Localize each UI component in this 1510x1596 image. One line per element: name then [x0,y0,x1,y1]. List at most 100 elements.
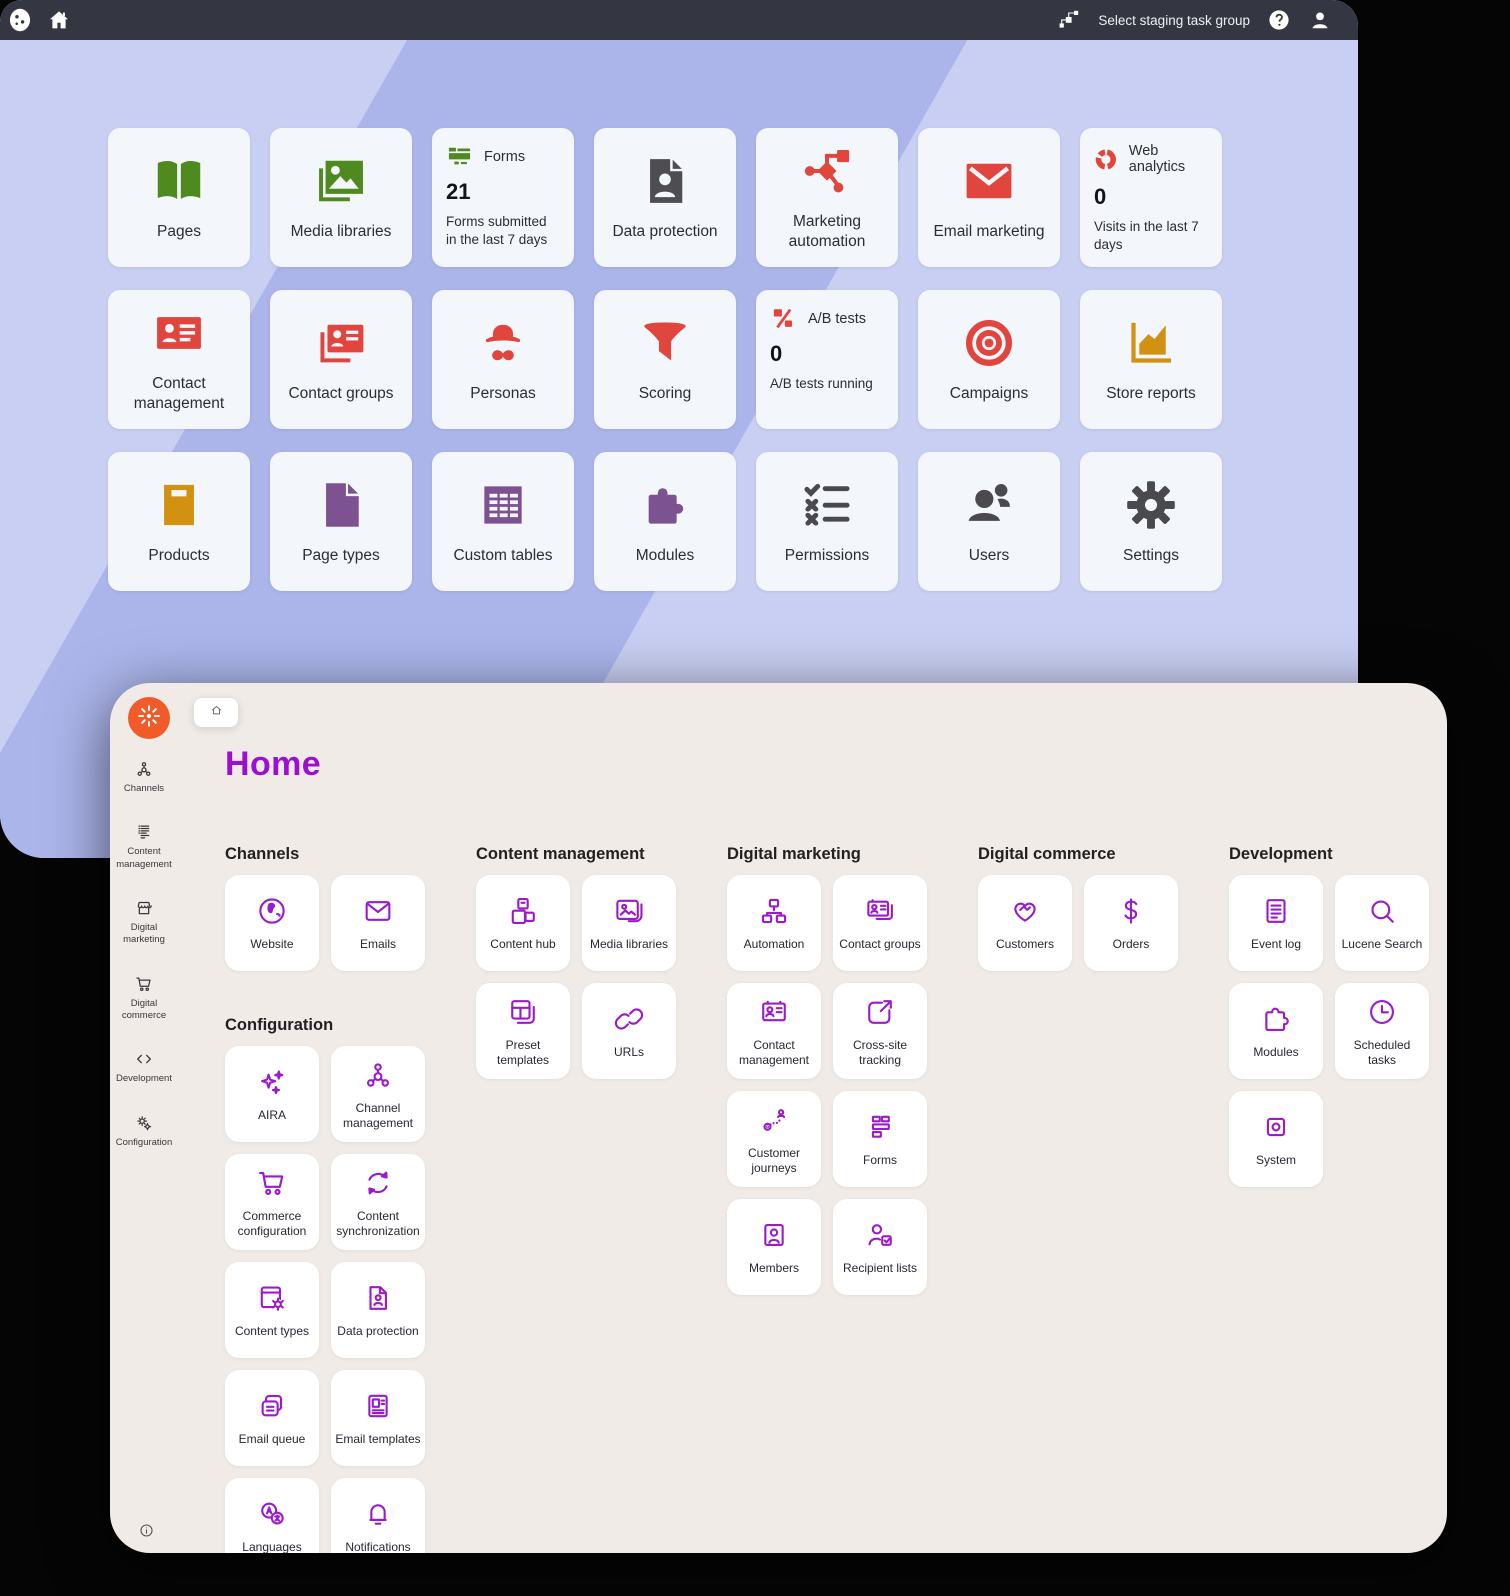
section-column: Content management Content hub Media lib… [476,844,677,1079]
sync-icon [361,1166,395,1200]
tile-lucene-search[interactable]: Lucene Search [1335,875,1429,971]
legacy-tile-media-libraries[interactable]: Media libraries [270,128,412,267]
sidebar-item-digital-marketing[interactable]: Digital marketing [113,898,175,947]
help-icon[interactable] [1267,8,1291,32]
legacy-tile-page-types[interactable]: Page types [270,452,412,591]
tile-channel-management[interactable]: Channel management [331,1046,425,1142]
equeue-icon [255,1389,289,1423]
tile-website[interactable]: Website [225,875,319,971]
legacy-tile-campaigns[interactable]: Campaigns [918,290,1060,429]
sidebar-item-configuration[interactable]: Configuration [115,1113,173,1149]
legacy-tile-data-protection[interactable]: Data protection [594,128,736,267]
tile-commerce-configuration[interactable]: Commerce configuration [225,1154,319,1250]
sidebar-item-development[interactable]: Development [116,1049,172,1085]
tile-members[interactable]: Members [727,1199,821,1295]
book-icon [151,153,207,209]
legacy-tile-contact-management[interactable]: Contact management [108,290,250,429]
sidebar-item-label: Configuration [115,1136,173,1148]
legacy-tile-personas[interactable]: Personas [432,290,574,429]
stat-desc: Visits in the last 7 days [1094,219,1199,252]
section-tiles: Automation Contact groups Contact manage… [727,875,928,1295]
staging-icon[interactable] [1057,8,1081,32]
stat-value: 21 [446,179,471,204]
staging-task-group-selector[interactable]: Select staging task group [1098,12,1250,28]
new-dashboard-card: Channels Content management Digital mark… [110,683,1447,1553]
legacy-tile-forms[interactable]: Forms 21 Forms submitted in the last 7 d… [432,128,574,267]
tile-email-templates[interactable]: Email templates [331,1370,425,1466]
tile-contact-groups[interactable]: Contact groups [833,875,927,971]
sidebar-nav: Channels Content management Digital mark… [113,759,175,1149]
section-development: Development Event log Lucene Search Modu… [1229,844,1430,1187]
home-icon[interactable] [47,8,71,32]
tile-languages[interactable]: Languages [225,1478,319,1553]
user-icon[interactable] [1308,8,1332,32]
tile-customer-journeys[interactable]: Customer journeys [727,1091,821,1187]
tile-contact-management[interactable]: Contact management [727,983,821,1079]
tile-label: Contact groups [839,937,921,952]
page-title: Home [225,745,322,783]
tile-media-libraries[interactable]: Media libraries [582,875,676,971]
tile-notifications[interactable]: Notifications [331,1478,425,1553]
clock-icon [1365,995,1399,1029]
users-icon [961,477,1017,533]
tile-content-types[interactable]: Content types [225,1262,319,1358]
home-breadcrumb-chip[interactable] [194,698,238,727]
legacy-tile-products[interactable]: Products [108,452,250,591]
legacy-tile-email-marketing[interactable]: Email marketing [918,128,1060,267]
cart-icon [255,1166,289,1200]
crosssite-icon [863,995,897,1029]
globe-icon [255,894,289,928]
info-icon[interactable] [138,1522,155,1539]
sidebar-item-digital-commerce[interactable]: Digital commerce [113,974,175,1023]
legacy-tile-permissions[interactable]: Permissions [756,452,898,591]
tile-email-queue[interactable]: Email queue [225,1370,319,1466]
tile-modules[interactable]: Modules [1229,983,1323,1079]
stat-header: A/B tests [770,305,866,332]
tile-customers[interactable]: Customers [978,875,1072,971]
section-tiles: Website Emails [225,875,426,971]
tile-data-protection[interactable]: Data protection [331,1262,425,1358]
tile-label: Data protection [337,1324,419,1339]
tile-automation[interactable]: Automation [727,875,821,971]
tile-forms[interactable]: Forms [833,1091,927,1187]
tile-label: Languages [242,1540,302,1553]
legacy-tile-contact-groups[interactable]: Contact groups [270,290,412,429]
legacy-tile-store-reports[interactable]: Store reports [1080,290,1222,429]
tile-aira[interactable]: AIRA [225,1046,319,1142]
journeys-icon [757,1103,791,1137]
legacy-tile-custom-tables[interactable]: Custom tables [432,452,574,591]
legacy-tile-a-b-tests[interactable]: A/B tests 0 A/B tests running [756,290,898,429]
legacy-tile-scoring[interactable]: Scoring [594,290,736,429]
tile-system[interactable]: System [1229,1091,1323,1187]
tile-label: Content synchronization [336,1208,420,1238]
sidebar-item-channels[interactable]: Channels [124,759,164,795]
sidebar-item-content-management[interactable]: Content management [113,822,175,871]
section-title: Digital marketing [727,845,861,863]
areachart-icon [1123,315,1179,371]
tile-label: Users [968,547,1010,565]
section-channels: Channels Website Emails [225,844,426,971]
tile-content-hub[interactable]: Content hub [476,875,570,971]
tile-event-log[interactable]: Event log [1229,875,1323,971]
tile-orders[interactable]: Orders [1084,875,1178,971]
cmgmt-icon [757,995,791,1029]
tile-label: Store reports [1106,385,1196,403]
legacy-tile-modules[interactable]: Modules [594,452,736,591]
legacy-dashboard-window: Select staging task group Pages Media li… [0,0,1358,858]
tile-label: Channel management [342,1100,414,1130]
tile-cross-site-tracking[interactable]: Cross-site tracking [833,983,927,1079]
legacy-tile-web-analytics[interactable]: Web analytics 0 Visits in the last 7 day… [1080,128,1222,267]
tile-scheduled-tasks[interactable]: Scheduled tasks [1335,983,1429,1079]
legacy-tile-users[interactable]: Users [918,452,1060,591]
home-outline-icon [209,703,224,723]
sidebar-item-label: Digital marketing [123,922,165,946]
tile-preset-templates[interactable]: Preset templates [476,983,570,1079]
tile-emails[interactable]: Emails [331,875,425,971]
legacy-tile-pages[interactable]: Pages [108,128,250,267]
tile-recipient-lists[interactable]: Recipient lists [833,1199,927,1295]
tile-urls[interactable]: URLs [582,983,676,1079]
legacy-tile-marketing-automation[interactable]: Marketing automation [756,128,898,267]
legacy-tile-settings[interactable]: Settings [1080,452,1222,591]
tile-content-synchronization[interactable]: Content synchronization [331,1154,425,1250]
kentico-ball-icon[interactable] [6,6,34,34]
